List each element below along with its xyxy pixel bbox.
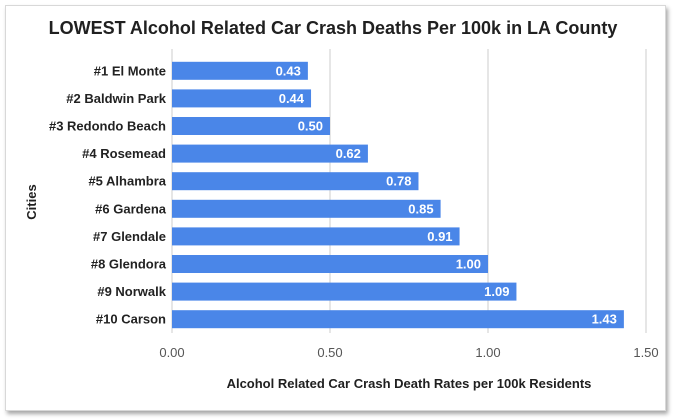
bar [172, 227, 460, 246]
category-label: #3 Redondo Beach [49, 119, 166, 134]
category-label: #6 Gardena [95, 201, 167, 216]
category-label: #10 Carson [96, 312, 166, 327]
bar [172, 282, 517, 301]
bar [172, 172, 419, 191]
bar [172, 199, 441, 218]
bars: 0.43 0.44 0.50 0.62 0.78 0.85 0.91 1.001.09 1.43 [172, 61, 624, 329]
bar [172, 61, 308, 80]
category-label: #5 Alhambra [88, 174, 166, 189]
chart-title: LOWEST Alcohol Related Car Crash Deaths … [49, 18, 618, 38]
bar [172, 144, 368, 163]
y-axis-title: Cities [24, 184, 39, 219]
bar [172, 310, 624, 329]
bar-value-label: 1.00 [456, 257, 481, 272]
x-tick-labels: 0.00 0.50 1.00 1.50 [159, 345, 658, 360]
bar-value-label: 0.62 [336, 146, 361, 161]
bar-value-label: 0.44 [279, 91, 305, 106]
category-label: #1 El Monte [94, 63, 166, 78]
category-label: #8 Glendora [91, 257, 167, 272]
x-tick-label: 1.00 [475, 345, 500, 360]
bar-value-label: 1.43 [592, 312, 617, 327]
bar [172, 117, 330, 135]
x-axis-title: Alcohol Related Car Crash Death Rates pe… [227, 376, 592, 391]
bar-value-label: 0.85 [408, 201, 433, 216]
bar-value-label: 1.09 [484, 284, 509, 299]
bar-value-label: 0.78 [386, 174, 411, 189]
x-tick-label: 0.00 [159, 345, 184, 360]
bar-value-label: 0.50 [298, 119, 323, 134]
bar [172, 89, 312, 108]
category-label: #9 Norwalk [97, 284, 166, 299]
category-labels: #1 El Monte #2 Baldwin Park #3 Redondo Bea… [49, 63, 167, 326]
bar-value-label: 0.91 [427, 229, 452, 244]
bar-value-label: 0.43 [276, 63, 301, 78]
bar [172, 255, 488, 273]
x-tick-label: 0.50 [317, 345, 342, 360]
category-label: #4 Rosemead [82, 146, 166, 161]
category-label: #7 Glendale [93, 229, 166, 244]
category-label: #2 Baldwin Park [66, 91, 166, 106]
x-tick-label: 1.50 [633, 345, 658, 360]
